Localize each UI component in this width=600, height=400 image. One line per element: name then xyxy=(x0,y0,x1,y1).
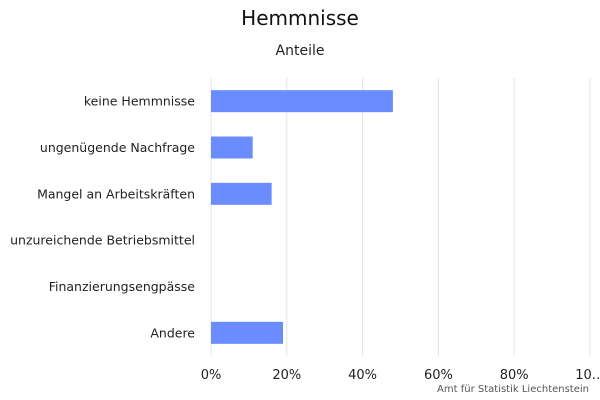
bar[interactable] xyxy=(211,182,272,205)
x-axis-ticks: 0% 20% 40% 60% 80% 10… xyxy=(201,368,600,383)
chart-subtitle: Anteile xyxy=(275,43,325,59)
x-tick-label: 60% xyxy=(424,368,453,383)
x-tick-label: 20% xyxy=(272,368,301,383)
category-label: unzureichende Betriebsmittel xyxy=(10,233,195,248)
category-label: Andere xyxy=(150,325,195,340)
category-labels: keine Hemmnisse ungenügende Nachfrage Mang… xyxy=(10,94,195,341)
x-tick-label: 0% xyxy=(201,368,222,383)
bar[interactable] xyxy=(211,136,253,159)
chart-title: Hemmnisse xyxy=(241,6,359,30)
category-label: ungenügende Nachfrage xyxy=(40,140,195,155)
bars xyxy=(211,90,393,344)
x-tick-label: 40% xyxy=(348,368,377,383)
bar[interactable] xyxy=(211,90,393,113)
category-label: keine Hemmnisse xyxy=(84,94,195,109)
category-label: Mangel an Arbeitskräften xyxy=(37,186,195,201)
x-tick-label: 10… xyxy=(575,368,600,383)
source-credit: Amt für Statistik Liechtenstein xyxy=(437,384,589,395)
x-tick-label: 80% xyxy=(500,368,529,383)
gridlines xyxy=(210,78,591,356)
bar[interactable] xyxy=(211,321,284,344)
category-label: Finanzierungsengpässe xyxy=(49,279,196,294)
